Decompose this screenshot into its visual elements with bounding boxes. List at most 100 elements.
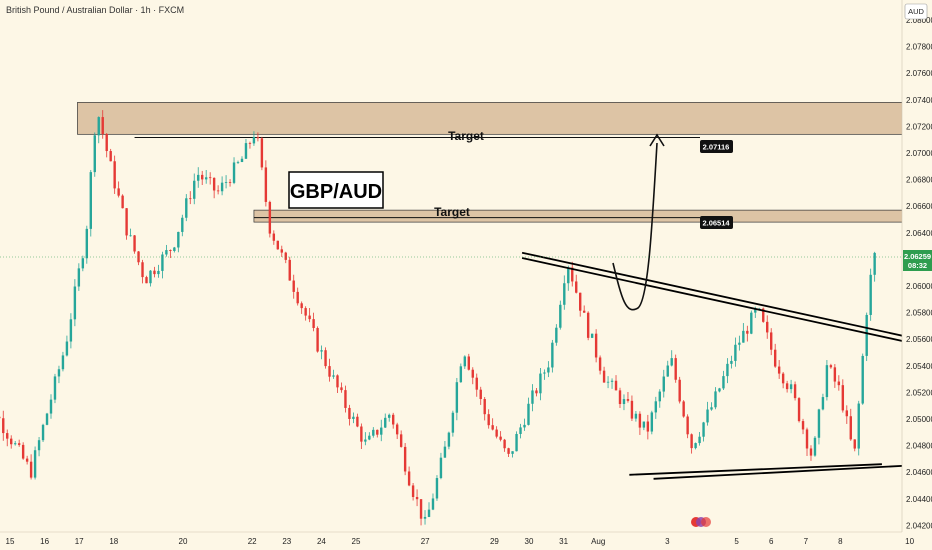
candle xyxy=(189,191,192,205)
candle xyxy=(169,249,172,259)
upper-target-zone xyxy=(77,102,932,135)
countdown-timer: 08:32 xyxy=(908,261,927,270)
candle xyxy=(483,397,486,421)
candle xyxy=(547,361,550,378)
candle xyxy=(582,305,586,313)
candle xyxy=(686,414,689,439)
candle xyxy=(272,230,276,245)
candle xyxy=(276,240,280,250)
candle xyxy=(419,499,423,526)
y-tick-label: 2.06800 xyxy=(906,176,932,185)
candle xyxy=(399,430,403,448)
candle xyxy=(622,394,626,411)
candle xyxy=(555,324,558,346)
candle xyxy=(579,292,582,317)
events-icon[interactable] xyxy=(691,517,711,527)
candle xyxy=(825,360,829,401)
candle xyxy=(185,194,188,222)
candle xyxy=(682,400,685,418)
candle xyxy=(204,169,208,184)
candle xyxy=(308,308,311,323)
candle xyxy=(861,353,864,405)
candle xyxy=(678,376,681,404)
candle xyxy=(511,451,514,458)
candle xyxy=(857,400,860,456)
candle xyxy=(638,411,642,435)
candle xyxy=(499,431,502,442)
candle xyxy=(805,427,809,457)
projection-arrowhead xyxy=(649,133,665,147)
candle xyxy=(519,423,522,439)
candle xyxy=(10,435,13,449)
chart-header: British Pound / Australian Dollar · 1h ·… xyxy=(6,5,184,15)
candle xyxy=(197,167,200,188)
candle xyxy=(829,363,833,369)
x-tick-label: 31 xyxy=(559,537,568,546)
candle xyxy=(328,358,331,382)
y-tick-label: 2.05600 xyxy=(906,335,932,344)
candle xyxy=(614,375,618,391)
candle xyxy=(77,263,81,291)
candle xyxy=(21,442,25,460)
candle xyxy=(260,136,264,171)
candle xyxy=(61,351,65,372)
candle xyxy=(109,148,112,162)
candle xyxy=(642,421,646,431)
candle xyxy=(224,175,228,189)
upper-target-price-tag xyxy=(700,140,733,153)
y-tick-label: 2.07400 xyxy=(906,96,932,105)
candle xyxy=(746,325,749,342)
candle xyxy=(770,328,773,356)
candle xyxy=(304,306,307,321)
candle xyxy=(101,110,104,139)
lower-trendline-a xyxy=(629,463,882,476)
candle xyxy=(45,412,49,426)
y-tick-label: 2.04800 xyxy=(906,442,932,451)
candle xyxy=(674,354,677,383)
candle xyxy=(117,181,120,198)
x-tick-label: 16 xyxy=(40,537,49,546)
candle xyxy=(658,389,661,408)
x-tick-label: 10 xyxy=(905,537,914,546)
x-tick-label: 8 xyxy=(838,537,843,546)
candle xyxy=(320,345,323,360)
candle xyxy=(773,343,777,368)
y-tick-label: 2.07800 xyxy=(906,43,932,52)
candle xyxy=(781,371,785,389)
candle xyxy=(73,279,77,327)
candle xyxy=(65,335,69,357)
candle xyxy=(256,132,260,142)
y-tick-label: 2.04400 xyxy=(906,495,932,504)
candle xyxy=(97,116,100,144)
candle xyxy=(853,439,856,452)
candle xyxy=(141,259,144,284)
candle xyxy=(845,405,849,424)
candle xyxy=(447,431,451,450)
candle xyxy=(654,396,658,419)
candle xyxy=(336,374,339,394)
x-tick-label: 23 xyxy=(282,537,291,546)
candle xyxy=(515,431,518,452)
candle xyxy=(837,375,841,391)
candle xyxy=(670,350,673,367)
currency-badge[interactable] xyxy=(904,3,928,20)
x-tick-label: 24 xyxy=(317,537,326,546)
candle xyxy=(539,368,542,401)
candle xyxy=(344,385,347,413)
candle xyxy=(666,360,669,377)
candle xyxy=(634,411,638,422)
candle xyxy=(252,131,256,146)
candle xyxy=(610,378,614,389)
projection-arrow xyxy=(612,142,658,311)
candle xyxy=(738,335,741,351)
candle xyxy=(742,323,745,343)
candle xyxy=(368,432,371,441)
candle xyxy=(388,413,391,422)
candle xyxy=(384,413,387,428)
candle xyxy=(380,419,383,442)
candle xyxy=(722,370,725,390)
candle xyxy=(427,502,431,518)
